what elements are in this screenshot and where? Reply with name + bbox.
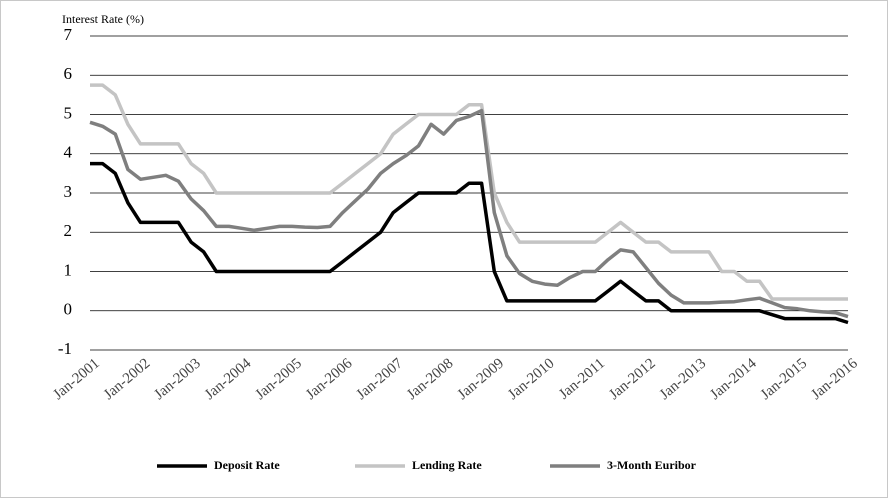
series-line [90,161,849,325]
y-axis-label: Interest Rate (%) [62,12,144,26]
series-line [89,108,849,319]
y-tick-label: -1 [58,339,72,358]
y-tick-label: 7 [64,25,73,44]
y-tick-label: 5 [64,103,73,122]
y-tick-label: 2 [64,221,73,240]
series-line [90,83,848,301]
y-tick-label: 4 [64,143,73,162]
y-tick-label: 3 [64,182,73,201]
legend-label: Lending Rate [412,458,482,472]
legend-label: 3-Month Euribor [607,458,697,472]
y-tick-label: 6 [64,64,73,83]
y-tick-label: 1 [64,260,73,279]
y-tick-label: 0 [64,300,73,319]
legend-label: Deposit Rate [214,458,280,472]
